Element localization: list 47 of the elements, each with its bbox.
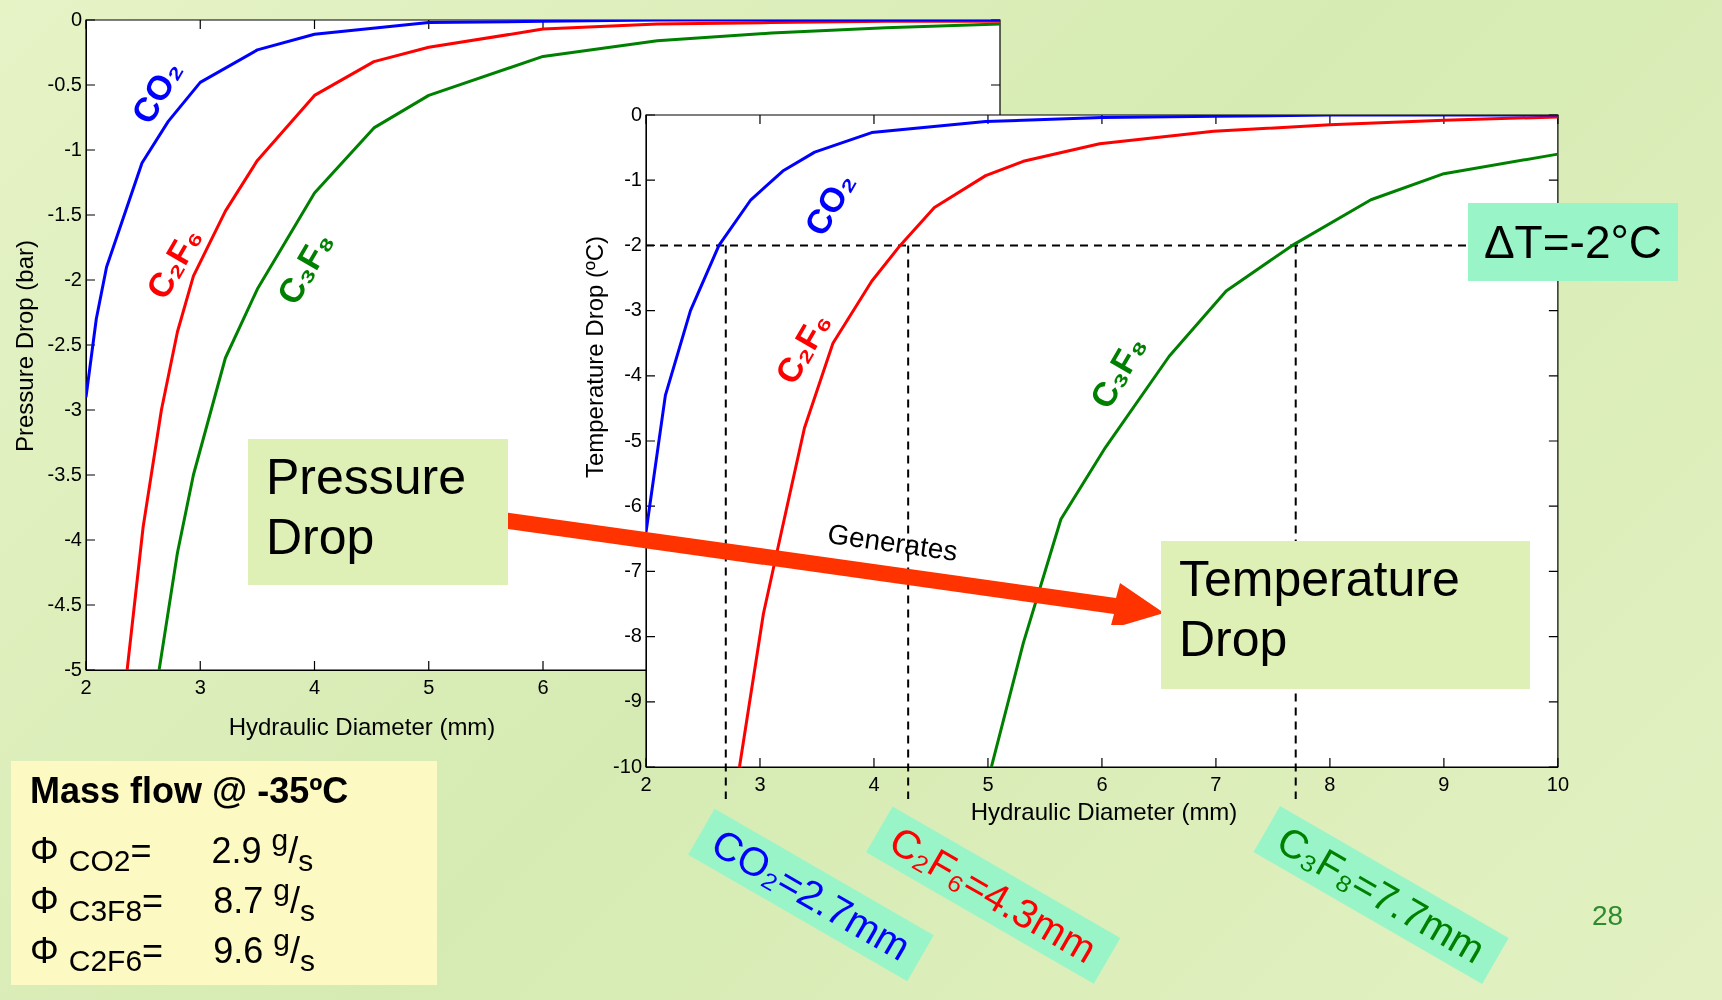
x-tick-label: 2 (640, 772, 652, 795)
y-tick-label: -3.5 (47, 462, 82, 485)
y-tick-label: -10 (613, 754, 642, 777)
text: CO₂ (123, 53, 190, 130)
ref-line-label: ΔT=-2°C (1467, 203, 1679, 282)
y-tick-label: -2 (624, 232, 642, 255)
y-tick-label: -9 (624, 689, 642, 712)
y-tick-label: -4.5 (47, 592, 82, 615)
y-tick-label: -1 (64, 137, 82, 160)
y-tick-label: -4 (624, 363, 642, 386)
y-tick-label: -1.5 (47, 202, 82, 225)
y-tick-label: -3 (624, 298, 642, 321)
x-tick-label: 4 (308, 675, 321, 698)
y-tick-label: -6 (624, 493, 642, 516)
x-tick-label: 3 (754, 772, 766, 795)
x-axis-title: Hydraulic Diameter (mm) (228, 712, 496, 740)
y-tick-label: -2 (64, 267, 82, 290)
y-tick-label: -2.5 (47, 332, 82, 355)
y-tick-label: -5 (624, 428, 642, 451)
y-tick-label: -7 (624, 558, 642, 581)
text: 28 (1592, 900, 1624, 932)
y-tick-label: -3 (64, 397, 82, 420)
x-tick-label: 10 (1546, 772, 1569, 795)
x-tick-label: 3 (194, 675, 206, 698)
annotation: Pressure Drop (248, 439, 508, 585)
y-tick-label: -5 (64, 657, 82, 680)
y-axis-title: Pressure Drop (bar) (10, 239, 38, 453)
x-tick-label: 6 (537, 675, 549, 698)
x-tick-label: 5 (423, 675, 435, 698)
y-tick-label: -1 (624, 167, 642, 190)
y-tick-label: 0 (70, 7, 82, 30)
text: CO₂ (796, 165, 863, 242)
y-tick-label: -4 (64, 527, 82, 550)
x-tick-label: 7 (1210, 772, 1222, 795)
x-tick-label: 2 (80, 675, 92, 698)
x-tick-label: 6 (1096, 772, 1108, 795)
y-tick-label: -8 (624, 624, 642, 647)
y-tick-label: -0.5 (47, 72, 82, 95)
y-tick-label: 0 (630, 102, 642, 125)
x-tick-label: 5 (982, 772, 994, 795)
x-tick-label: 9 (1438, 772, 1450, 795)
x-tick-label: 8 (1324, 772, 1336, 795)
annotation: Temperature Drop (1161, 541, 1530, 689)
x-tick-label: 4 (868, 772, 880, 795)
annotation: Generates (825, 518, 960, 568)
text: Mass flow @ -35ºC (30, 770, 349, 812)
y-axis-title: Temperature Drop (ºC) (580, 235, 608, 479)
